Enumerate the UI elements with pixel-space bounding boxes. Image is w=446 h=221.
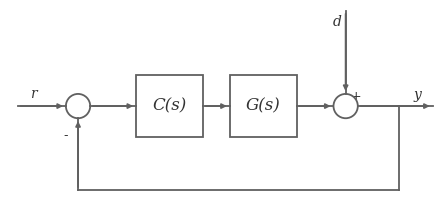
Text: +: + [351,90,361,103]
Bar [230,75,297,137]
Text: C(s): C(s) [153,98,186,114]
Text: y: y [413,88,421,102]
Bar [136,75,203,137]
Text: G(s): G(s) [246,98,281,114]
Text: r: r [30,87,37,101]
Text: -: - [64,130,68,142]
Text: d: d [332,15,341,29]
